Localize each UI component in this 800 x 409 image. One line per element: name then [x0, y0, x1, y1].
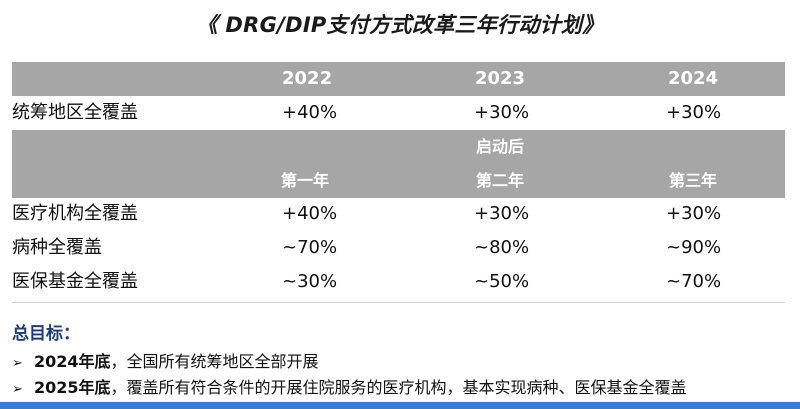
header-year-2024: 2024 [667, 68, 719, 89]
header-year-2022: 2022 [282, 68, 333, 89]
cell-institution-y2: +30% [474, 203, 530, 224]
row-label-disease-coverage: 病种全覆盖 [12, 237, 102, 258]
goals-title: 总目标： [12, 324, 80, 344]
cell-institution-y3: +30% [666, 203, 722, 224]
phase-header-band [12, 130, 785, 198]
table-bottom-rule [12, 302, 785, 303]
cell-fund-y1: ~30% [282, 271, 338, 292]
page-title: 《 DRG/DIP支付方式改革三年行动计划》 [196, 13, 604, 37]
goal-text-2024: ，全国所有统筹地区全部开展 [110, 352, 319, 371]
cell-fund-y3: ~70% [666, 271, 722, 292]
goal-item-2024: ➢ 2024年底，全国所有统筹地区全部开展 [12, 348, 319, 372]
footer-accent-bar [0, 402, 800, 409]
cell-institution-y1: +40% [282, 203, 338, 224]
goal-text-2025: ，覆盖所有符合条件的开展住院服务的医疗机构，基本实现病种、医保基金全覆盖 [110, 378, 687, 397]
cell-region-2024: +30% [666, 102, 722, 123]
cell-disease-y1: ~70% [282, 237, 338, 258]
goal-item-2025: ➢ 2025年底，覆盖所有符合条件的开展住院服务的医疗机构，基本实现病种、医保基金… [12, 374, 687, 398]
header-year-three: 第三年 [668, 171, 717, 190]
year-header-band [12, 62, 785, 96]
header-year-2023: 2023 [474, 68, 526, 89]
header-year-one: 第一年 [280, 171, 329, 190]
header-year-two: 第二年 [475, 171, 524, 190]
cell-region-2022: +40% [282, 102, 338, 123]
row-label-region-coverage: 统筹地区全覆盖 [12, 102, 138, 123]
cell-disease-y2: ~80% [474, 237, 530, 258]
row-label-institution-coverage: 医疗机构全覆盖 [12, 203, 138, 224]
goal-date-2025: 2025年底 [34, 378, 111, 397]
cell-region-2023: +30% [474, 102, 530, 123]
arrow-bullet-icon: ➢ [12, 382, 23, 397]
row-label-fund-coverage: 医保基金全覆盖 [12, 271, 138, 292]
header-after-launch: 启动后 [475, 137, 524, 156]
goal-date-2024: 2024年底 [34, 352, 111, 371]
cell-fund-y2: ~50% [474, 271, 530, 292]
arrow-bullet-icon: ➢ [12, 356, 23, 371]
cell-disease-y3: ~90% [666, 237, 722, 258]
